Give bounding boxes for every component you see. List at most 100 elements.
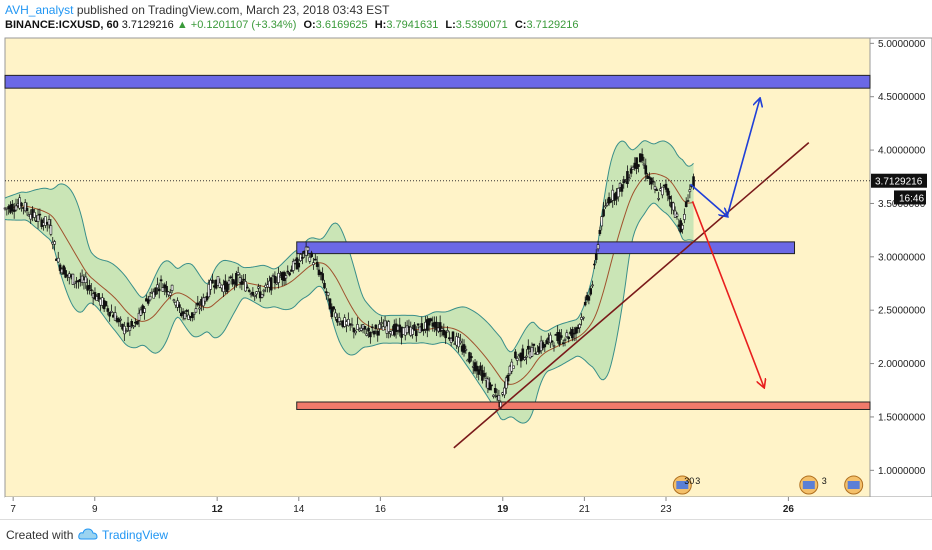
candle-body — [661, 186, 664, 196]
candle-body — [304, 246, 308, 256]
candle-body — [514, 351, 517, 359]
candle-body — [413, 324, 416, 331]
candle-body — [159, 279, 163, 282]
candle-body — [284, 275, 288, 279]
x-tick-label: 23 — [660, 504, 672, 515]
candle-body — [148, 296, 152, 301]
last-price-tag — [871, 173, 927, 188]
candle-body — [367, 327, 370, 332]
close-label: C: — [514, 19, 527, 31]
candle-body — [411, 328, 414, 335]
candle-body — [301, 256, 304, 259]
candle-body — [497, 395, 501, 401]
tradingview-cloud-icon[interactable] — [78, 527, 98, 543]
candle-body — [236, 272, 240, 275]
tradingview-brand[interactable]: TradingView — [102, 528, 169, 542]
candle-body — [369, 331, 372, 338]
candle-body — [352, 327, 356, 333]
x-tick-label: 26 — [783, 504, 795, 515]
close-value: 3.7129216 — [526, 19, 579, 31]
x-tick-label: 21 — [579, 504, 591, 515]
candle-body — [347, 319, 350, 327]
candle-body — [325, 291, 328, 293]
bullish-path-segment — [726, 99, 760, 217]
candle-body — [620, 184, 624, 192]
candle-body — [84, 276, 88, 283]
last-price-label: 3.7129216 — [875, 177, 923, 188]
candle-body — [288, 272, 291, 276]
candle-body — [451, 331, 455, 341]
candle-body — [275, 282, 279, 285]
candle-body — [635, 157, 638, 170]
candle-body — [146, 299, 150, 304]
candle-body — [604, 205, 607, 208]
candle-body — [435, 321, 438, 331]
candle-body — [251, 291, 255, 296]
candle-body — [93, 292, 97, 300]
candle-body — [126, 322, 130, 327]
candle-body — [14, 205, 18, 211]
candle-body — [47, 219, 51, 226]
candle-body — [470, 356, 473, 359]
candle-body — [506, 374, 510, 382]
candle-body — [526, 345, 530, 350]
flag-stripe-icon — [847, 481, 860, 489]
bollinger-band-fill — [5, 140, 694, 424]
candle-body — [512, 365, 515, 369]
candle-body — [185, 310, 189, 312]
candle-body — [11, 203, 14, 212]
symbol-label[interactable]: BINANCE:ICXUSD, 60 — [5, 19, 119, 31]
candle-body — [20, 202, 23, 207]
candle-body — [71, 273, 75, 285]
candle-body — [161, 287, 165, 292]
candle-body — [229, 276, 233, 279]
countdown-label: 16:46 — [899, 193, 924, 204]
candle-body — [242, 278, 245, 281]
flag-stripe-icon — [676, 481, 689, 489]
candle-body — [44, 216, 47, 226]
candle-body — [89, 289, 93, 291]
candle-body — [137, 312, 141, 321]
candle-body — [205, 295, 209, 301]
y-tick-label: 2.0000000 — [878, 359, 926, 370]
y-tick-label: 2.5000000 — [878, 306, 926, 317]
candle-body — [574, 327, 578, 334]
candle-body — [616, 188, 620, 198]
candle-body — [277, 272, 280, 283]
candle-body — [681, 224, 684, 230]
candle-body — [438, 322, 442, 332]
candle-body — [321, 273, 324, 281]
candle-body — [216, 276, 220, 286]
candle-body — [350, 324, 354, 326]
candle-body — [310, 252, 313, 258]
author-link[interactable]: AVH_analyst — [5, 3, 74, 17]
candle-body — [247, 289, 251, 292]
candle-body — [688, 189, 692, 193]
candle-body — [262, 289, 266, 292]
low-label: L: — [445, 19, 456, 31]
candle-body — [225, 282, 229, 292]
candle-body — [664, 183, 668, 190]
candle-body — [583, 302, 587, 306]
candle-body — [444, 331, 447, 339]
candle-body — [488, 382, 492, 391]
candle-body — [387, 321, 391, 332]
candle-body — [374, 324, 378, 329]
candle-body — [642, 163, 646, 166]
published-text: published on TradingView.com, March 23, … — [76, 3, 390, 17]
candle-body — [152, 291, 156, 299]
candle-body — [521, 348, 525, 360]
candle-body — [253, 295, 257, 297]
event-sub-count: 3 — [695, 476, 700, 486]
candle-body — [88, 284, 91, 289]
countdown-tag — [894, 190, 926, 205]
candle-body — [464, 348, 468, 351]
price-chart[interactable]: 1.0000000 1.5000000 2.0000000 2.5000000 3.00… — [0, 36, 932, 519]
ohlc-line: BINANCE:ICXUSD, 60 3.7129216 ▲ +0.120110… — [5, 19, 578, 31]
candle-body — [380, 322, 383, 324]
candle-body — [376, 330, 380, 336]
candle-body — [594, 253, 598, 260]
candle-body — [25, 207, 29, 211]
y-tick-label: 4.0000000 — [878, 146, 926, 157]
candle-body — [605, 202, 609, 206]
